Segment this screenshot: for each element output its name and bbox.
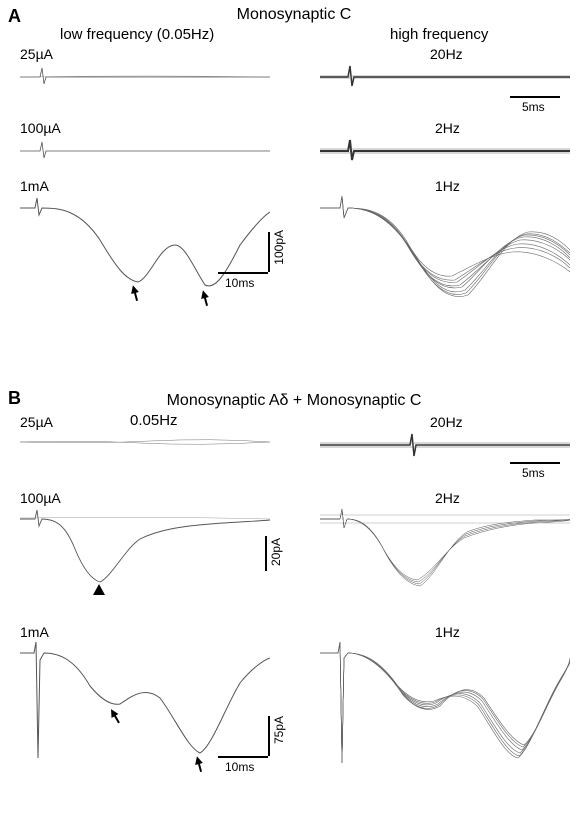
panel-b-stim-25: 25µA xyxy=(20,414,53,430)
panel-a-trace-right-1hz xyxy=(320,190,570,310)
panel-a-stim-25: 25µA xyxy=(20,46,53,62)
arrow-icon xyxy=(192,756,206,772)
panel-b-trace-right-20hz xyxy=(320,430,570,460)
scalebar-75pa-bar xyxy=(268,716,270,756)
panel-b-trace-left-25 xyxy=(20,430,270,455)
arrow-icon xyxy=(108,708,122,724)
panel-a-trace-left-100 xyxy=(20,136,270,166)
panel-b-trace-right-1hz xyxy=(320,638,570,768)
scalebar-5ms-a-label: 5ms xyxy=(522,100,545,114)
panel-a-title: Monosynaptic C xyxy=(0,6,588,24)
panel-b-title: Monosynaptic Aδ + Monosynaptic C xyxy=(0,392,588,410)
scalebar-20pa-label: 20pA xyxy=(269,538,283,566)
panel-a-freq-2: 2Hz xyxy=(435,120,460,136)
scalebar-20pa-bar xyxy=(265,536,267,571)
scalebar-75pa-label: 75pA xyxy=(272,716,286,744)
panel-b-trace-right-2hz xyxy=(320,504,570,599)
panel-a-right-header: high frequency xyxy=(390,26,488,43)
arrowhead-icon xyxy=(92,584,106,596)
panel-b-left-freq: 0.05Hz xyxy=(130,412,178,429)
scalebar-10ms-b-label: 10ms xyxy=(225,760,254,774)
scalebar-10ms-label: 10ms xyxy=(225,276,254,290)
scalebar-5ms-b-label: 5ms xyxy=(522,466,545,480)
panel-b-trace-left-1ma xyxy=(20,638,270,768)
panel-a-freq-20: 20Hz xyxy=(430,46,463,62)
arrow-icon xyxy=(128,285,142,301)
panel-a-trace-right-2hz xyxy=(320,136,570,166)
panel-a-stim-100: 100µA xyxy=(20,120,61,136)
panel-b-freq-20: 20Hz xyxy=(430,414,463,430)
scalebar-10ms-b-bar xyxy=(218,756,268,758)
scalebar-100pa-label: 100pA xyxy=(272,230,286,265)
panel-b-trace-left-100 xyxy=(20,504,270,599)
panel-a-left-header: low frequency (0.05Hz) xyxy=(60,26,214,43)
panel-a-trace-right-20hz xyxy=(320,62,570,92)
panel-a-trace-left-25 xyxy=(20,62,270,92)
scalebar-10ms-bar xyxy=(218,272,268,274)
scalebar-5ms-a xyxy=(510,96,560,98)
scalebar-100pa-bar xyxy=(268,232,270,272)
arrow-icon xyxy=(198,290,212,306)
scalebar-5ms-b xyxy=(510,462,560,464)
